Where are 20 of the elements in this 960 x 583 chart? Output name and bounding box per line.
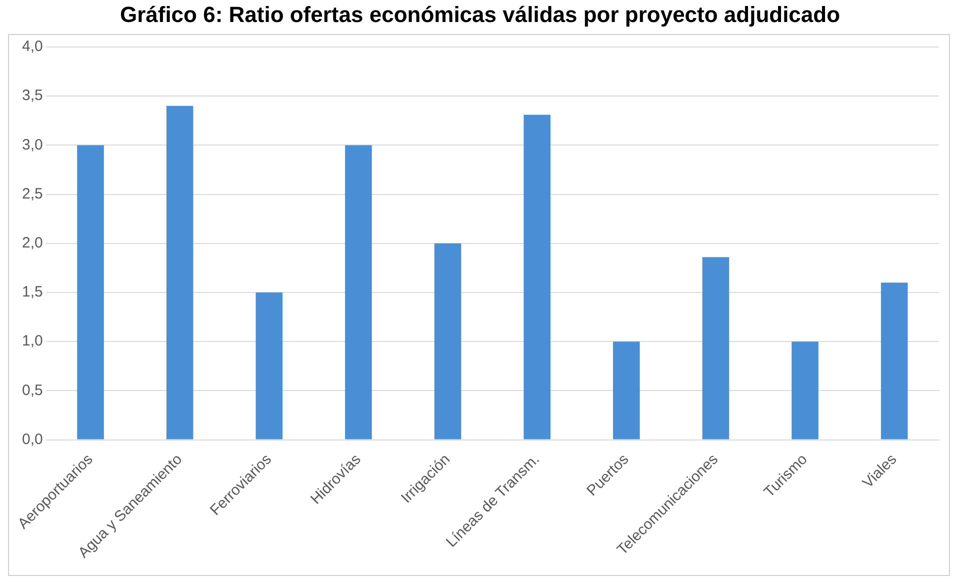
bar bbox=[434, 243, 462, 440]
bar bbox=[702, 257, 730, 440]
bar bbox=[524, 114, 550, 440]
y-tick-label: 0,5 bbox=[22, 382, 43, 399]
y-tick-label: 1,5 bbox=[22, 284, 43, 301]
bar bbox=[613, 342, 640, 440]
y-tick-label: 1,0 bbox=[22, 332, 43, 350]
bar bbox=[77, 145, 104, 440]
y-tick-label: 3,0 bbox=[22, 136, 43, 154]
y-tick-label: 3,5 bbox=[22, 87, 43, 104]
y-tick-label: 4,0 bbox=[22, 38, 43, 56]
y-tick-label: 2,5 bbox=[22, 185, 43, 202]
bar bbox=[256, 292, 283, 440]
bar bbox=[792, 342, 818, 440]
bar bbox=[880, 282, 908, 440]
bar bbox=[345, 145, 372, 440]
chart-title: Gráfico 6: Ratio ofertas económicas válidas por proyecto adjudicado bbox=[118, 2, 842, 28]
bar bbox=[166, 106, 194, 440]
y-tick-label: 0,0 bbox=[22, 430, 43, 448]
y-tick-label: 2,0 bbox=[22, 234, 43, 252]
